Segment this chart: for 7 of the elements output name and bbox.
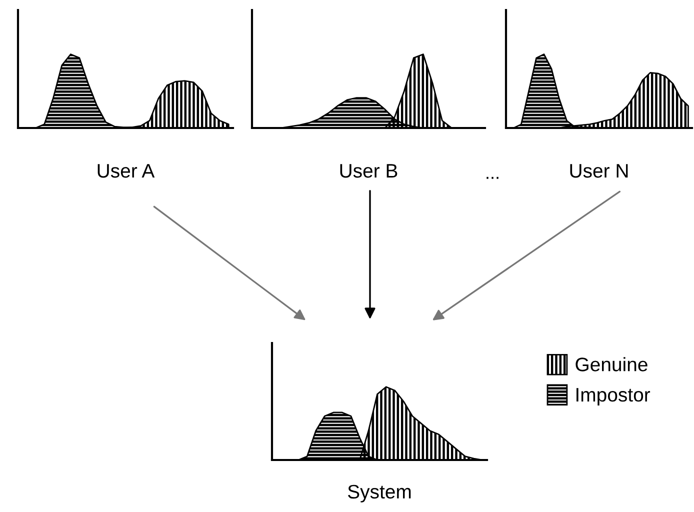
text: Genuine — [576, 357, 648, 372]
text: ... — [486, 176, 498, 179]
x-axis-title: User B — [340, 164, 398, 178]
x-axis-title: User A — [98, 164, 155, 178]
x-axis-title: System — [348, 484, 411, 502]
text: Impostor — [576, 388, 650, 406]
x-axis-title: User N — [570, 164, 628, 178]
